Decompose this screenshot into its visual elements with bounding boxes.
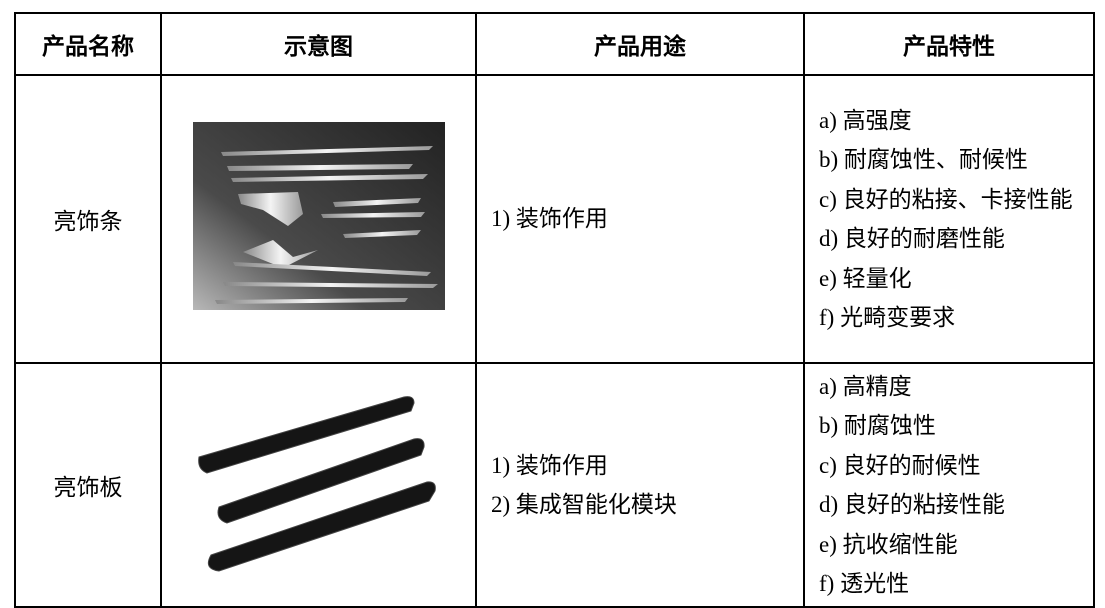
row: 亮饰板 1) 装饰作用 2) 集成智能化模块 a) 高精度 b) 耐腐蚀性 c)…: [14, 362, 1095, 608]
header-cell: 示意图: [160, 12, 477, 76]
use-item: 2) 集成智能化模块: [491, 492, 677, 517]
header-cell: 产品特性: [803, 12, 1095, 76]
feature-item: d) 良好的耐磨性能: [819, 226, 1005, 251]
feature-item: c) 良好的粘接、卡接性能: [819, 186, 1073, 212]
image-cell: [160, 362, 477, 608]
row: 亮饰条: [14, 74, 1095, 364]
feature-item: d) 良好的粘接性能: [819, 492, 1005, 517]
features-cell: a) 高精度 b) 耐腐蚀性 c) 良好的耐候性 d) 良好的粘接性能 e) 抗…: [803, 362, 1095, 608]
features-cell: a) 高强度 b) 耐腐蚀性、耐候性 c) 良好的粘接、卡接性能 d) 良好的耐…: [803, 74, 1095, 364]
feature-item: a) 高精度: [819, 373, 912, 399]
use-item: 1) 装饰作用: [491, 206, 608, 232]
feature-item: a) 高强度: [819, 107, 912, 133]
header-row: 产品名称 示意图 产品用途 产品特性: [14, 12, 1095, 76]
feature-item: f) 光畸变要求: [819, 305, 956, 330]
uses-cell: 1) 装饰作用 2) 集成智能化模块: [475, 362, 805, 608]
feature-item: b) 耐腐蚀性: [819, 413, 936, 438]
image-cell: [160, 74, 477, 364]
uses-cell: 1) 装饰作用: [475, 74, 805, 364]
use-item: 1) 装饰作用: [491, 452, 608, 478]
trim-panel-image: [197, 396, 436, 572]
feature-item: f) 透光性: [819, 571, 910, 596]
feature-item: e) 抗收缩性能: [819, 531, 958, 557]
product-name: 亮饰板: [14, 362, 162, 608]
feature-item: e) 轻量化: [819, 265, 912, 291]
header-cell: 产品名称: [14, 12, 162, 76]
feature-item: c) 良好的耐候性: [819, 452, 981, 478]
trim-strip-image: [192, 122, 445, 310]
feature-item: b) 耐腐蚀性、耐候性: [819, 147, 1028, 172]
product-table: 产品名称 示意图 产品用途 产品特性 亮饰条: [14, 12, 1095, 608]
product-name: 亮饰条: [14, 74, 162, 364]
header-cell: 产品用途: [475, 12, 805, 76]
